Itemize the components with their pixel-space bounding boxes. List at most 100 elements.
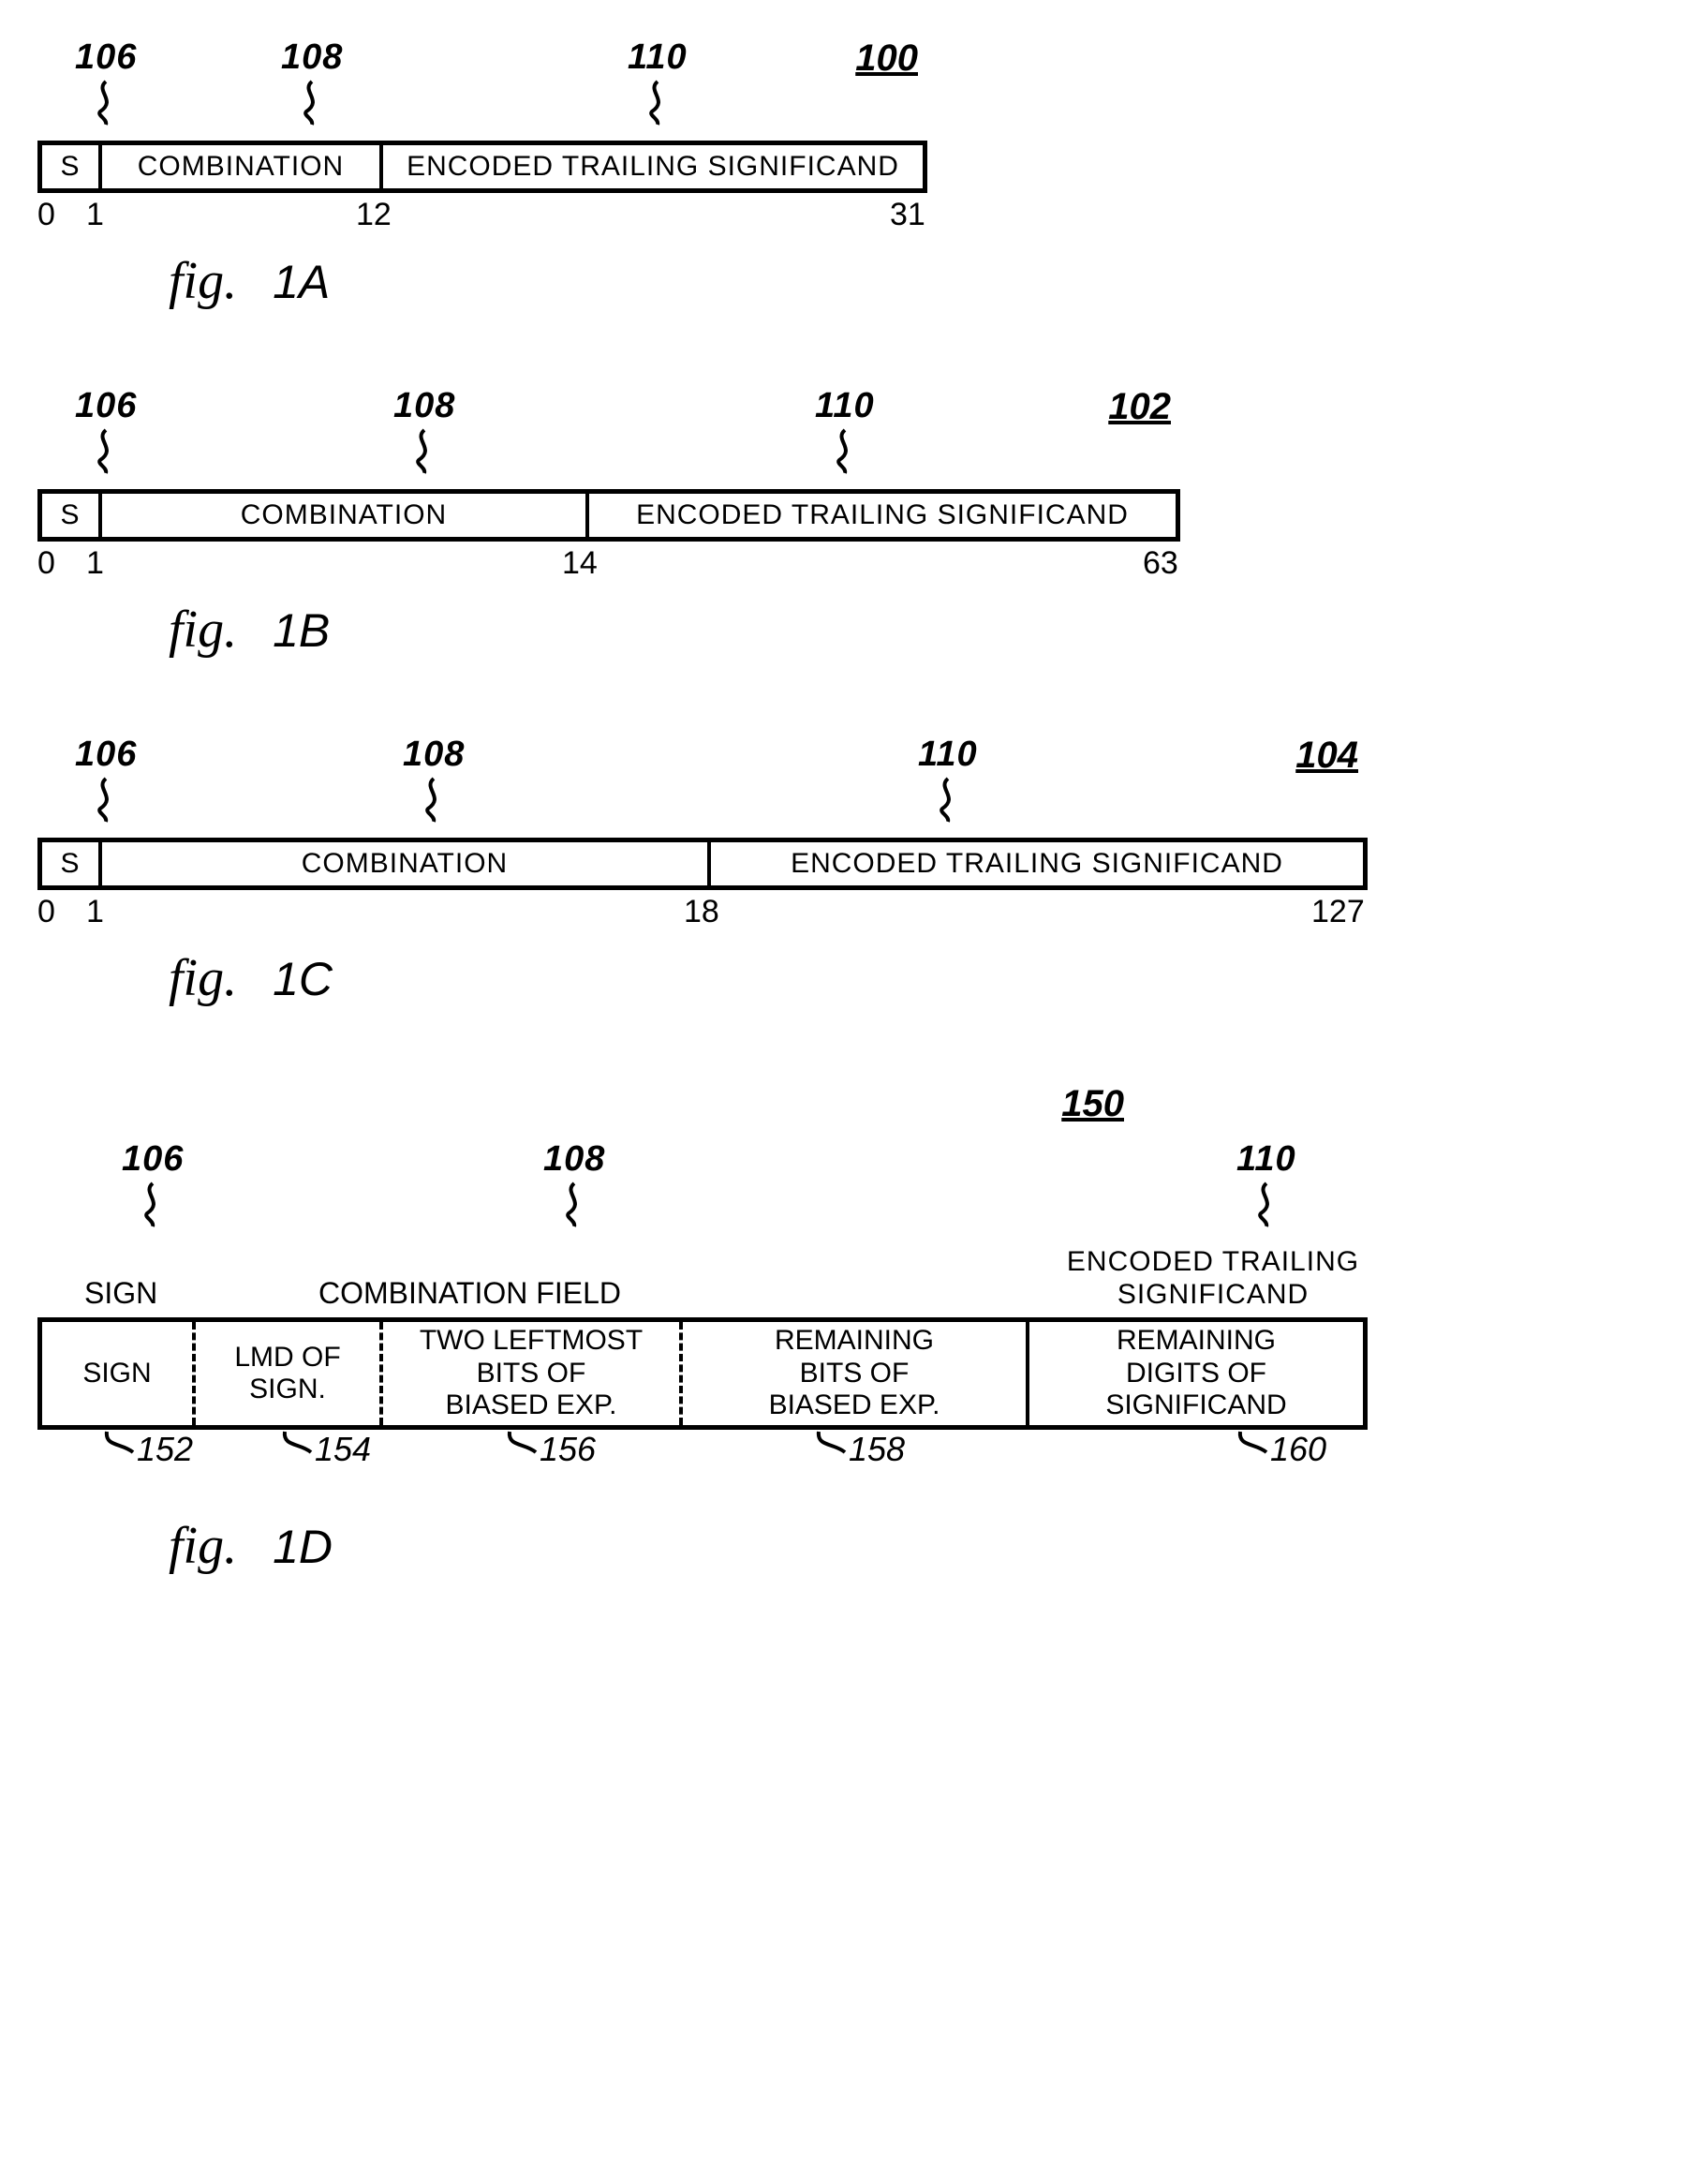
figure-1a: 106 108 110 100 S COMBINATION ENCODED TR… xyxy=(37,37,927,311)
ref-label: 108 xyxy=(403,735,465,775)
cell-remaining-digits: REMAINING DIGITS OF SIGNIFICAND xyxy=(1026,1322,1363,1425)
figure-id: 100 xyxy=(855,37,918,80)
squiggle-icon xyxy=(87,777,125,824)
uref-label: 154 xyxy=(315,1430,371,1468)
header-row: SIGN COMBINATION FIELD ENCODED TRAILING … xyxy=(37,1242,1368,1317)
ref-110: 110 xyxy=(1236,1139,1296,1228)
ref-row: 106 108 110 100 xyxy=(37,37,927,141)
bit-0: 0 xyxy=(37,545,55,582)
ref-row: 106 108 110 102 xyxy=(37,386,1180,489)
cell-encoded-trailing: ENCODED TRAILING SIGNIFICAND xyxy=(707,842,1363,885)
bit-1: 1 xyxy=(86,894,104,930)
cell-label: TWO LEFTMOST BITS OF BIASED EXP. xyxy=(420,1325,643,1422)
ref-label: 108 xyxy=(543,1139,605,1180)
ref-label: 110 xyxy=(918,735,978,775)
ref-110: 110 xyxy=(628,37,688,126)
figure-1d: 150 106 108 110 SIGN COMBINATION FIELD E… xyxy=(37,1083,1368,1576)
ref-label: 106 xyxy=(75,735,137,775)
bit-0: 0 xyxy=(37,197,55,233)
hook-icon xyxy=(103,1430,137,1458)
bit-layout-box: S COMBINATION ENCODED TRAILING SIGNIFICA… xyxy=(37,838,1368,890)
figure-caption: fig. 1C xyxy=(169,948,1368,1008)
ref-label: 110 xyxy=(628,37,688,78)
header-line2: SIGNIFICAND xyxy=(1117,1279,1309,1310)
figure-1b: 106 108 110 102 S COMBINATION ENCODED TR… xyxy=(37,386,1180,660)
hook-icon xyxy=(506,1430,540,1458)
cell-sign: S xyxy=(42,842,98,885)
cell-label: LMD OF SIGN. xyxy=(234,1342,340,1406)
figure-id: 104 xyxy=(1295,735,1358,777)
figure-id: 102 xyxy=(1108,386,1171,428)
caption-prefix: fig. xyxy=(169,601,237,659)
under-ref-row: 152 154 156 158 160 xyxy=(37,1430,1368,1505)
cell-combination: COMBINATION xyxy=(98,842,707,885)
ref-label: 106 xyxy=(75,386,137,426)
hook-icon xyxy=(815,1430,849,1458)
caption-prefix: fig. xyxy=(169,252,237,310)
uref-158: 158 xyxy=(815,1430,905,1469)
cell-sign: SIGN xyxy=(42,1322,192,1425)
ref-108: 108 xyxy=(543,1139,605,1228)
figure-id: 150 xyxy=(1061,1083,1124,1125)
ref-label: 106 xyxy=(75,37,137,78)
figure-caption: fig. 1D xyxy=(169,1516,1368,1576)
hook-icon xyxy=(1236,1430,1270,1458)
cell-encoded-trailing: ENCODED TRAILING SIGNIFICAND xyxy=(585,494,1176,537)
uref-label: 160 xyxy=(1270,1430,1326,1468)
uref-154: 154 xyxy=(281,1430,371,1469)
ref-row: 106 108 110 104 xyxy=(37,735,1368,838)
bit-layout-box: S COMBINATION ENCODED TRAILING SIGNIFICA… xyxy=(37,141,927,193)
ref-106: 106 xyxy=(122,1139,184,1228)
squiggle-icon xyxy=(87,80,125,126)
cell-lmd: LMD OF SIGN. xyxy=(192,1322,379,1425)
ref-label: 108 xyxy=(281,37,343,78)
cell-remaining-bits: REMAINING BITS OF BIASED EXP. xyxy=(679,1322,1026,1425)
ref-106: 106 xyxy=(75,37,137,126)
squiggle-icon xyxy=(87,428,125,475)
ref-110: 110 xyxy=(918,735,978,824)
squiggle-icon xyxy=(293,80,331,126)
uref-152: 152 xyxy=(103,1430,193,1469)
caption-suffix: 1A xyxy=(273,256,330,308)
ref-108: 108 xyxy=(403,735,465,824)
ref-108: 108 xyxy=(281,37,343,126)
ref-label: 110 xyxy=(815,386,875,426)
ref-108: 108 xyxy=(393,386,455,475)
squiggle-icon xyxy=(406,428,443,475)
bit-numbers: 0 1 14 63 xyxy=(37,542,1180,588)
figure-1c: 106 108 110 104 S COMBINATION ENCODED TR… xyxy=(37,735,1368,1008)
figure-caption: fig. 1A xyxy=(169,251,927,311)
uref-label: 158 xyxy=(849,1430,905,1468)
bit-63: 63 xyxy=(1143,545,1178,582)
uref-label: 152 xyxy=(137,1430,193,1468)
header-combination: COMBINATION FIELD xyxy=(318,1276,621,1311)
bit-numbers: 0 1 12 31 xyxy=(37,193,927,240)
cell-sign: S xyxy=(42,145,98,188)
squiggle-icon xyxy=(134,1181,171,1228)
bit-1: 1 xyxy=(86,545,104,582)
ref-106: 106 xyxy=(75,386,137,475)
squiggle-icon xyxy=(555,1181,593,1228)
bit-0: 0 xyxy=(37,894,55,930)
ref-label: 110 xyxy=(1236,1139,1296,1180)
bit-layout-box: SIGN LMD OF SIGN. TWO LEFTMOST BITS OF B… xyxy=(37,1317,1368,1430)
uref-156: 156 xyxy=(506,1430,596,1469)
bit-14: 14 xyxy=(562,545,598,582)
squiggle-icon xyxy=(826,428,864,475)
cell-two-leftmost: TWO LEFTMOST BITS OF BIASED EXP. xyxy=(379,1322,679,1425)
header-sign: SIGN xyxy=(84,1276,157,1311)
ref-label: 106 xyxy=(122,1139,184,1180)
ref-label: 108 xyxy=(393,386,455,426)
uref-label: 156 xyxy=(540,1430,596,1468)
bit-1: 1 xyxy=(86,197,104,233)
caption-suffix: 1C xyxy=(273,953,333,1005)
cell-encoded-trailing: ENCODED TRAILING SIGNIFICAND xyxy=(379,145,923,188)
caption-suffix: 1D xyxy=(273,1521,333,1573)
bit-127: 127 xyxy=(1311,894,1365,930)
bit-numbers: 0 1 18 127 xyxy=(37,890,1368,937)
uref-160: 160 xyxy=(1236,1430,1326,1469)
bit-layout-box: S COMBINATION ENCODED TRAILING SIGNIFICA… xyxy=(37,489,1180,542)
id-row: 150 xyxy=(37,1083,1368,1139)
caption-suffix: 1B xyxy=(273,604,330,657)
caption-prefix: fig. xyxy=(169,1517,237,1575)
